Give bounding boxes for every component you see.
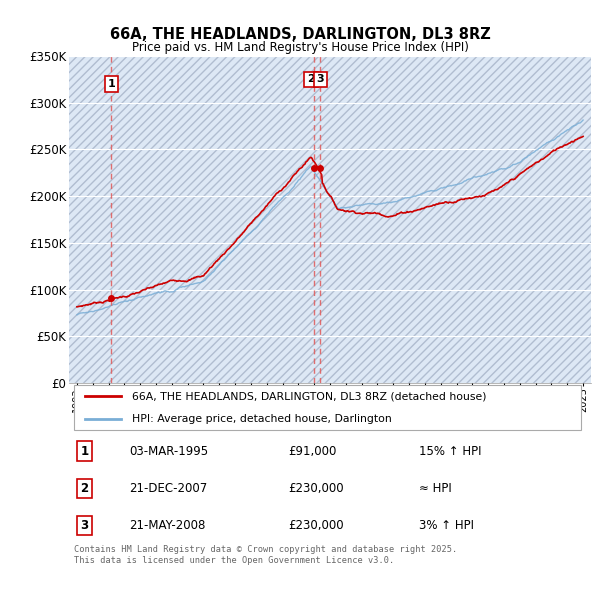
Text: 3: 3 (317, 74, 324, 84)
Text: 21-MAY-2008: 21-MAY-2008 (129, 519, 205, 532)
Text: 2: 2 (307, 74, 315, 84)
Text: 1: 1 (107, 79, 115, 89)
Text: 66A, THE HEADLANDS, DARLINGTON, DL3 8RZ: 66A, THE HEADLANDS, DARLINGTON, DL3 8RZ (110, 27, 490, 41)
Text: £230,000: £230,000 (288, 482, 344, 495)
Text: 66A, THE HEADLANDS, DARLINGTON, DL3 8RZ (detached house): 66A, THE HEADLANDS, DARLINGTON, DL3 8RZ … (131, 391, 486, 401)
Text: 03-MAR-1995: 03-MAR-1995 (129, 445, 208, 458)
Text: 21-DEC-2007: 21-DEC-2007 (129, 482, 207, 495)
Text: ≈ HPI: ≈ HPI (419, 482, 451, 495)
FancyBboxPatch shape (74, 385, 581, 430)
Text: £230,000: £230,000 (288, 519, 344, 532)
Text: 3: 3 (80, 519, 89, 532)
Text: HPI: Average price, detached house, Darlington: HPI: Average price, detached house, Darl… (131, 414, 391, 424)
Text: 1: 1 (80, 445, 89, 458)
Text: Contains HM Land Registry data © Crown copyright and database right 2025.
This d: Contains HM Land Registry data © Crown c… (74, 545, 457, 565)
Text: 15% ↑ HPI: 15% ↑ HPI (419, 445, 481, 458)
Text: Price paid vs. HM Land Registry's House Price Index (HPI): Price paid vs. HM Land Registry's House … (131, 41, 469, 54)
Text: 2: 2 (80, 482, 89, 495)
Text: 3% ↑ HPI: 3% ↑ HPI (419, 519, 474, 532)
Text: £91,000: £91,000 (288, 445, 337, 458)
